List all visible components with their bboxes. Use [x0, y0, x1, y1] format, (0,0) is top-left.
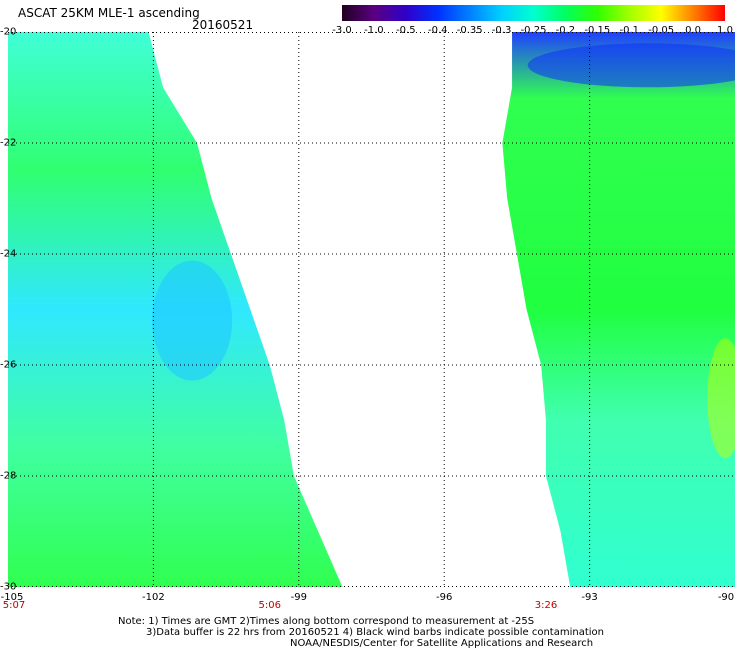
latitude-label: -22 — [0, 137, 17, 149]
time-label: 3:26 — [534, 600, 558, 611]
colorbar — [342, 5, 725, 21]
latitude-label: -26 — [0, 359, 17, 371]
map-plot — [8, 32, 735, 587]
colorbar-tick-label: -0.25 — [520, 25, 547, 36]
colorbar-tick-label: -3.0 — [332, 25, 352, 36]
latitude-label: -20 — [0, 26, 17, 38]
colorbar-tick-label: -0.1 — [619, 25, 640, 36]
longitude-label: -96 — [436, 592, 453, 603]
colorbar-tick-label: 0.0 — [685, 25, 702, 36]
colorbar-tick-label: -0.2 — [555, 25, 576, 36]
note-line-3: NOAA/NESDIS/Center for Satellite Applica… — [290, 638, 594, 649]
latitude-label: -30 — [0, 581, 17, 593]
east-low-patch — [527, 43, 735, 88]
latitude-label: -28 — [0, 470, 17, 482]
colorbar-tick-label: -1.0 — [364, 25, 384, 36]
footer-notes: Note: 1) Times are GMT 2)Times along bot… — [118, 616, 604, 649]
latitude-label: -24 — [0, 248, 17, 260]
longitude-label: -93 — [581, 592, 598, 603]
colorbar-tick-label: -0.4 — [427, 25, 448, 36]
longitude-label: -90 — [717, 592, 735, 603]
longitude-label: -102 — [142, 592, 165, 603]
time-label: 5:06 — [258, 600, 281, 611]
colorbar-tick-label: -0.3 — [491, 25, 512, 36]
colorbar-tick-label: 1.0 — [717, 25, 733, 36]
west-low-patch — [152, 260, 233, 381]
colorbar-tick-label: -0.35 — [456, 25, 483, 36]
east-swath — [502, 32, 735, 587]
east-high-patch — [707, 338, 735, 459]
map-title: ASCAT 25KM MLE-1 ascending — [18, 6, 200, 20]
note-line-2: 3)Data buffer is 22 hrs from 20160521 4)… — [146, 627, 604, 638]
colorbar-gradient — [342, 5, 725, 21]
map-date: 20160521 — [192, 18, 254, 32]
colorbar-tick-label: -0.05 — [648, 25, 675, 36]
note-line-1: Note: 1) Times are GMT 2)Times along bot… — [118, 616, 535, 627]
time-label: 5:07 — [2, 600, 26, 611]
longitude-label: -99 — [290, 592, 307, 603]
colorbar-tick-label: -0.15 — [584, 25, 611, 36]
longitude-label: -105 — [0, 592, 24, 603]
colorbar-tick-label: -0.5 — [396, 25, 416, 36]
